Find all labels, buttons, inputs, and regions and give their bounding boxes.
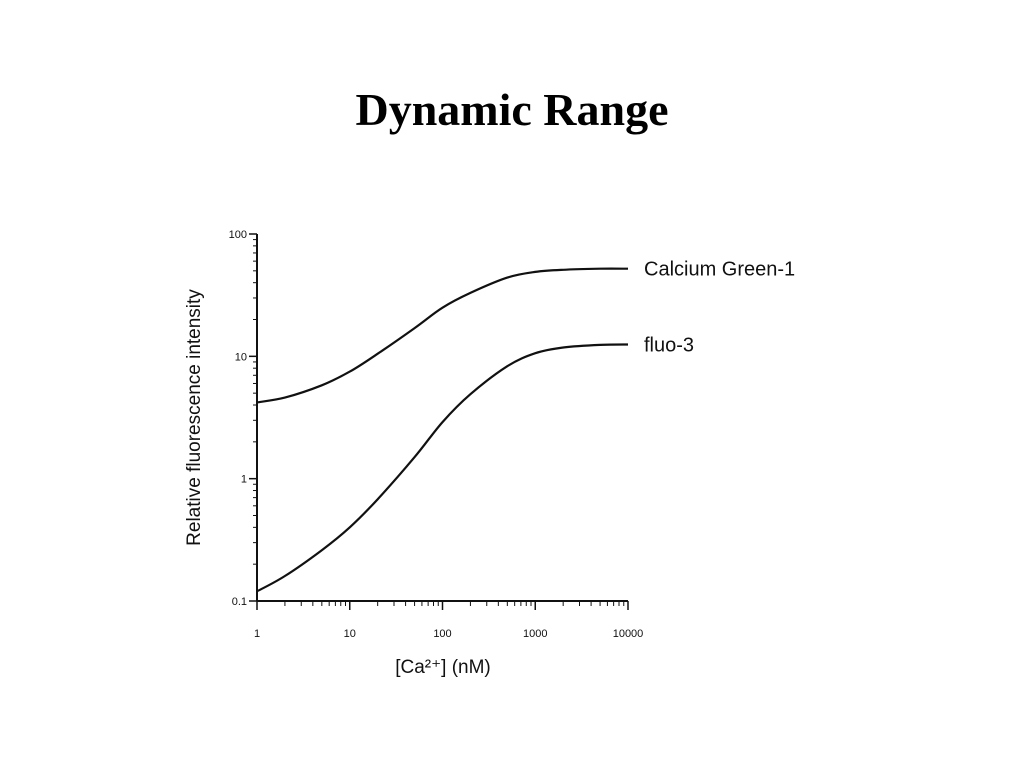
series-line-0 (256, 267, 629, 404)
slide-title: Dynamic Range (355, 84, 669, 135)
x-tick-label: 10000 (613, 628, 644, 640)
y-tick-label: 0.1 (232, 596, 247, 608)
y-axis: 0.1 1 10 100 (229, 229, 258, 608)
y-axis-title: Relative fluorescence intensity (184, 289, 205, 546)
x-tick-label: 1000 (523, 628, 547, 640)
x-tick-label: 10 (344, 628, 356, 640)
series-label-1: fluo-3 (644, 334, 694, 356)
series-label-0: Calcium Green-1 (644, 259, 795, 281)
y-tick-label: 1 (241, 474, 247, 486)
x-tick-label: 1 (254, 628, 260, 640)
y-tick-label: 10 (235, 351, 247, 363)
y-tick-label: 100 (229, 229, 247, 241)
x-axis-title: [Ca²⁺] (nM) (395, 657, 491, 678)
x-tick-label: 100 (433, 628, 451, 640)
series-lines (256, 267, 629, 593)
series-labels: Calcium Green-1 fluo-3 (644, 259, 795, 357)
x-axis: 1 10 100 1000 10000 (254, 600, 644, 640)
series-line-1 (256, 343, 629, 593)
